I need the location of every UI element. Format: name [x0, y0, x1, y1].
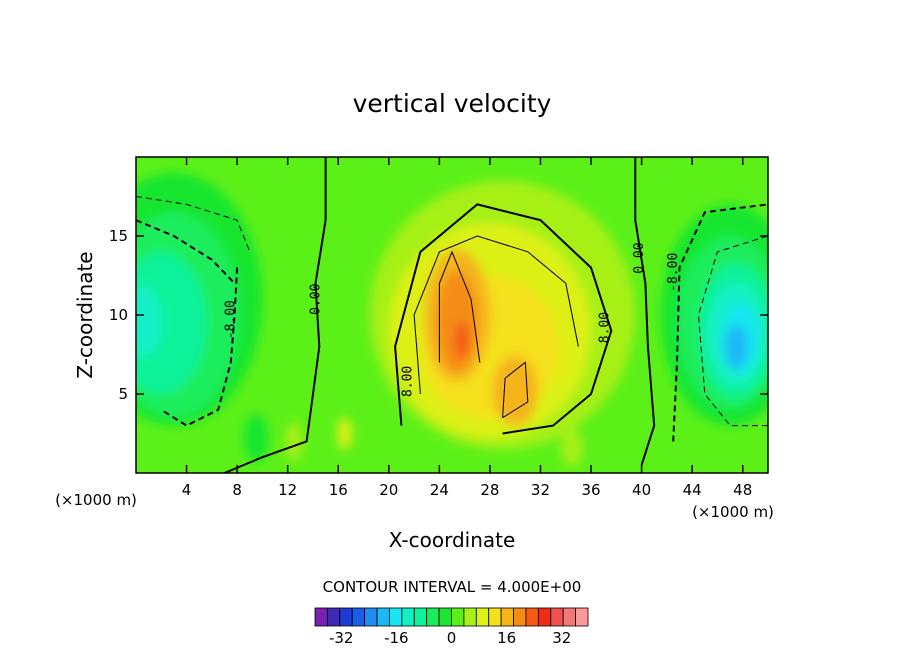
x-tick-label: 8: [232, 481, 242, 499]
colorbar-tick-label: -32: [329, 629, 354, 647]
colorbar-swatch: [575, 607, 589, 627]
y-tick-label: 10: [109, 306, 128, 324]
colorbar-tick-label: 0: [447, 629, 457, 647]
colorbar-swatch: [339, 607, 353, 627]
contour-line: [224, 157, 327, 473]
contour-lines: [136, 157, 768, 473]
colorbar: -32 -16 0 16 32: [314, 607, 589, 647]
colorbar-swatch: [488, 607, 502, 627]
contour-label: 8.00: [401, 366, 416, 397]
x-tick-label: 40: [632, 481, 651, 499]
contour-line: [672, 203, 768, 442]
colorbar-swatch: [327, 607, 341, 627]
colorbar-swatch: [500, 607, 514, 627]
contour-interval-text: CONTOUR INTERVAL = 4.000E+00: [323, 578, 582, 596]
contour-line: [697, 235, 768, 427]
colorbar-swatch: [475, 607, 490, 627]
field-band: [725, 324, 748, 369]
colorbar-swatch: [389, 607, 403, 627]
field-bands: [136, 172, 768, 467]
contour-field: [136, 157, 768, 473]
colorbar-swatch: [525, 607, 539, 627]
colorbar-swatch: [426, 607, 440, 627]
colorbar-swatch: [413, 607, 428, 627]
x-tick-label: 32: [531, 481, 550, 499]
colorbar-tick-label: -16: [384, 629, 409, 647]
contour-line: [502, 361, 529, 419]
contour-line: [438, 250, 481, 363]
x-tick-label: 48: [733, 481, 752, 499]
colorbar-swatch: [451, 607, 465, 627]
y-tick-label: 15: [109, 227, 128, 245]
x-unit-right: (×1000 m): [692, 503, 774, 521]
contour-line: [136, 219, 236, 285]
colorbar-swatch: [550, 607, 564, 627]
colorbar-swatch: [562, 607, 576, 627]
contour-line: [634, 157, 656, 466]
x-axis-label: X-coordinate: [389, 528, 516, 552]
x-tick-label: 12: [278, 481, 297, 499]
contour-label: 8.00: [598, 312, 613, 343]
colorbar-swatch: [364, 607, 378, 627]
x-tick-label: 20: [379, 481, 398, 499]
field-band: [136, 251, 207, 394]
colorbar-tick-label: 16: [497, 629, 516, 647]
x-tick-label: 24: [430, 481, 449, 499]
colorbar-swatch: [376, 607, 390, 627]
colorbar-swatch: [314, 607, 328, 627]
x-tick-label: 4: [182, 481, 192, 499]
colorbar-swatch: [513, 607, 527, 627]
colorbar-tick-label: 32: [552, 629, 571, 647]
colorbar-swatch: [537, 607, 552, 627]
contour-line: [160, 267, 239, 427]
contour-line: [136, 196, 251, 252]
y-tick-label: 5: [118, 385, 128, 403]
colorbar-swatch: [351, 607, 366, 627]
field-band: [336, 417, 353, 450]
x-tick-label: 36: [581, 481, 600, 499]
chart-title: vertical velocity: [353, 89, 552, 118]
colorbar-swatch: [463, 607, 477, 627]
x-tick-label: 28: [480, 481, 499, 499]
contour-label: 0.00: [308, 284, 323, 315]
contour-line: [394, 203, 613, 435]
contour-label: 0.00: [632, 242, 647, 273]
contour-labels: -8.00 0.00 8.00 8.00 0.00 -8.00: [224, 242, 681, 397]
y-axis: 5 10 15: [109, 227, 768, 403]
field-band: [136, 286, 163, 357]
contour-line: [413, 235, 579, 395]
contour-label: -8.00: [666, 253, 681, 292]
contour-label: -8.00: [224, 300, 239, 339]
x-axis: 4 8 12 16 20 24 28 32 36 40 44 48: [182, 157, 752, 499]
x-tick-label: 44: [683, 481, 702, 499]
field-band: [454, 321, 470, 360]
colorbar-swatch: [438, 607, 452, 627]
field-band: [492, 356, 538, 426]
field-band: [285, 422, 303, 461]
field-band: [243, 414, 269, 462]
y-axis-label: Z-coordinate: [73, 251, 97, 378]
x-tick-label: 16: [329, 481, 348, 499]
colorbar-swatch: [401, 607, 415, 627]
field-band: [436, 270, 478, 372]
x-unit-left: (×1000 m): [55, 491, 137, 509]
field-band: [560, 428, 584, 467]
